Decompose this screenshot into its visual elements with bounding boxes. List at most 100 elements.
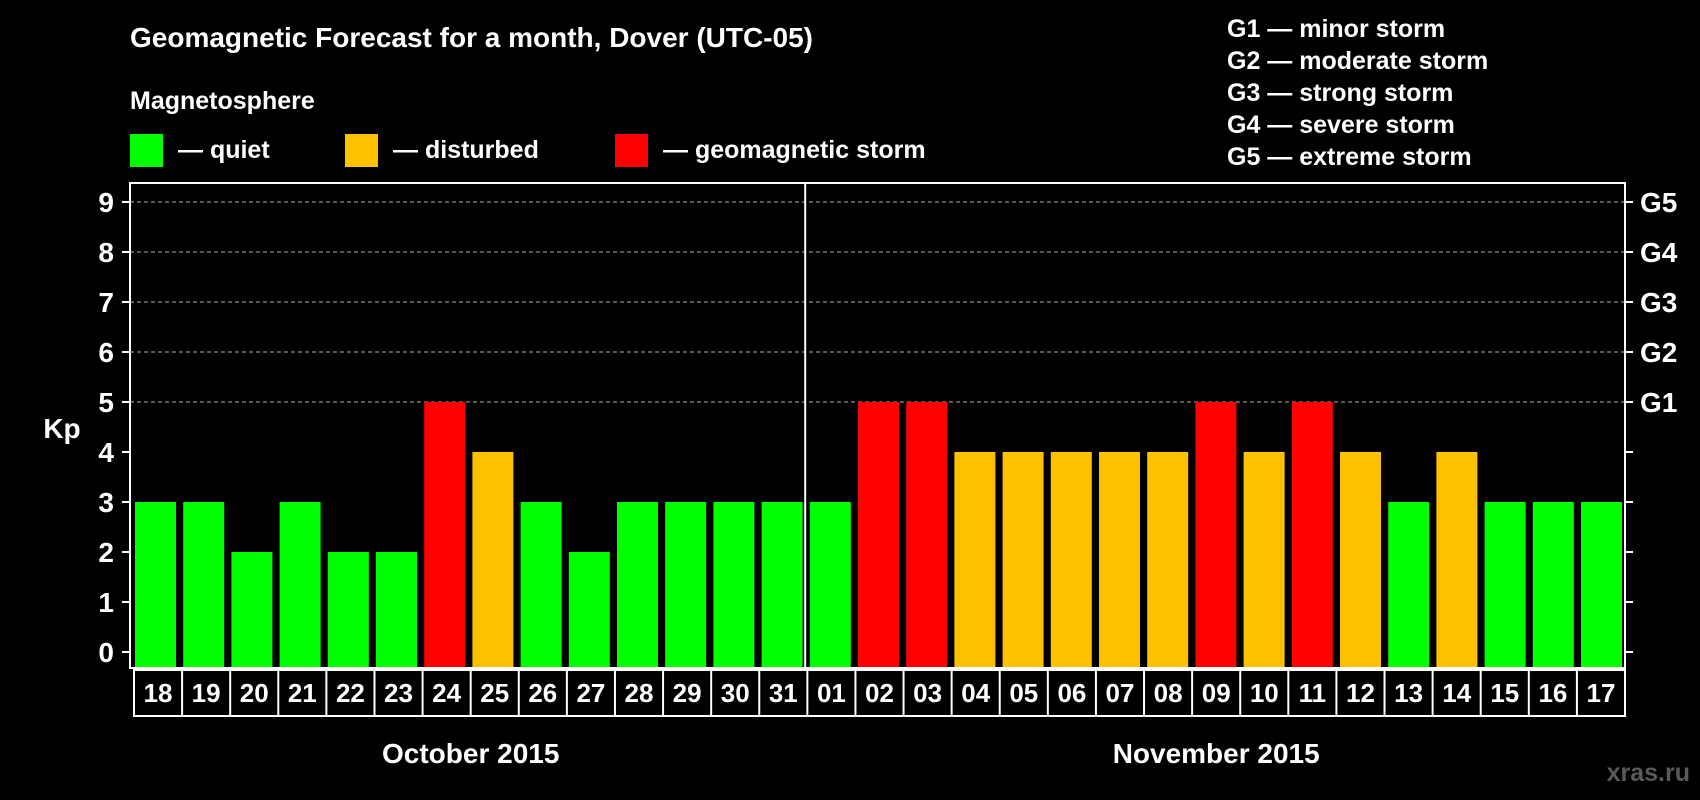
x-tick-label-13: 13 [1394,678,1423,708]
month-label-1: November 2015 [1113,738,1320,769]
y-axis-label: Kp [43,413,80,444]
x-tick-label-24: 24 [432,678,461,708]
legend-heading: Magnetosphere [130,87,315,115]
legend-label-1: — disturbed [393,136,539,164]
x-tick-label-31: 31 [769,678,798,708]
bar-14 [1436,452,1478,668]
bar-28 [617,502,658,668]
watermark: xras.ru [1607,759,1690,787]
bar-20 [231,552,273,668]
bar-16 [1532,502,1574,668]
y-tick-label-9: 9 [98,187,114,218]
x-tick-label-05: 05 [1009,678,1038,708]
x-tick-label-17: 17 [1587,678,1616,708]
x-tick-label-02: 02 [865,678,894,708]
x-tick-label-22: 22 [336,678,365,708]
bar-22 [327,552,369,668]
right-tick-label-G5: G5 [1640,187,1677,218]
x-tick-label-29: 29 [673,678,702,708]
chart-grid [130,201,1625,403]
y-tick-label-0: 0 [98,637,114,668]
y-tick-label-2: 2 [98,537,114,568]
y-tick-label-6: 6 [98,337,114,368]
bar-21 [279,502,321,668]
x-tick-label-06: 06 [1057,678,1086,708]
bar-10 [1243,452,1285,668]
y-tick-label-4: 4 [98,437,114,468]
x-tick-label-07: 07 [1106,678,1135,708]
x-tick-label-20: 20 [240,678,269,708]
chart-axes: 0 1 2 3 4 5 6 7 8 9 G1 G2 G3 G4 G5 [98,182,1678,669]
storm-scale-item-3: G4 — severe storm [1227,111,1455,139]
y-tick-label-7: 7 [98,287,114,318]
x-tick-label-28: 28 [625,678,654,708]
legend-swatch-0 [130,134,163,167]
y-tick-label-8: 8 [98,237,114,268]
y-tick-label-1: 1 [98,587,114,618]
x-tick-label-16: 16 [1538,678,1567,708]
bar-04 [954,452,996,668]
x-tick-label-01: 01 [817,678,846,708]
x-tick-label-10: 10 [1250,678,1279,708]
bar-12 [1340,452,1381,668]
x-axis-day-labels: 18 19 20 21 22 23 24 25 26 27 28 29 30 31 01 02 03 04 05 06… [133,669,1626,717]
x-tick-label-21: 21 [288,678,317,708]
x-tick-label-12: 12 [1346,678,1375,708]
bar-03 [906,402,948,668]
bar-26 [520,502,562,668]
bar-24 [424,402,466,668]
legend-swatch-1 [345,134,378,167]
x-tick-label-19: 19 [192,678,221,708]
x-tick-label-14: 14 [1442,678,1471,708]
bar-31 [761,502,803,668]
bar-17 [1581,502,1622,668]
x-tick-label-15: 15 [1490,678,1519,708]
legend-swatch-2 [615,134,648,167]
storm-scale-legend: G1 — minor storm G2 — moderate storm G3 — … [1227,15,1488,171]
right-tick-label-G2: G2 [1640,337,1677,368]
bar-25 [472,452,514,668]
storm-scale-item-1: G2 — moderate storm [1227,47,1488,75]
storm-scale-item-4: G5 — extreme storm [1227,143,1472,171]
bar-19 [183,502,225,668]
x-tick-label-08: 08 [1154,678,1183,708]
legend-label-0: — quiet [178,136,270,164]
bar-23 [376,552,417,668]
plot-frame [129,182,1626,669]
x-tick-label-04: 04 [961,678,990,708]
x-tick-label-25: 25 [480,678,509,708]
bar-09 [1195,402,1237,668]
right-tick-label-G3: G3 [1640,287,1677,318]
right-tick-label-G1: G1 [1640,387,1677,418]
bar-08 [1147,452,1189,668]
bar-01 [809,502,851,668]
x-tick-label-27: 27 [576,678,605,708]
right-tick-label-G4: G4 [1640,237,1678,268]
bar-30 [713,502,755,668]
bar-27 [568,552,610,668]
legend: — quiet — disturbed — geomagnetic storm [130,134,926,167]
legend-label-2: — geomagnetic storm [663,136,926,164]
y-tick-label-5: 5 [98,387,114,418]
x-tick-label-23: 23 [384,678,413,708]
storm-scale-item-2: G3 — strong storm [1227,79,1453,107]
x-tick-label-11: 11 [1299,678,1327,708]
bar-18 [135,502,176,668]
bar-15 [1484,502,1526,668]
bar-13 [1388,502,1430,668]
storm-scale-item-0: G1 — minor storm [1227,15,1445,43]
month-labels: October 2015 November 2015 [382,738,1320,769]
x-tick-label-26: 26 [528,678,557,708]
bar-11 [1291,402,1333,668]
chart-bars [135,402,1622,668]
x-tick-label-30: 30 [721,678,750,708]
bar-05 [1002,452,1044,668]
x-axis-label-box [133,669,1626,717]
chart-title: Geomagnetic Forecast for a month, Dover … [130,22,813,53]
x-tick-label-18: 18 [144,678,173,708]
x-tick-label-09: 09 [1202,678,1231,708]
y-tick-label-3: 3 [98,487,114,518]
month-label-0: October 2015 [382,738,559,769]
x-tick-label-03: 03 [913,678,942,708]
